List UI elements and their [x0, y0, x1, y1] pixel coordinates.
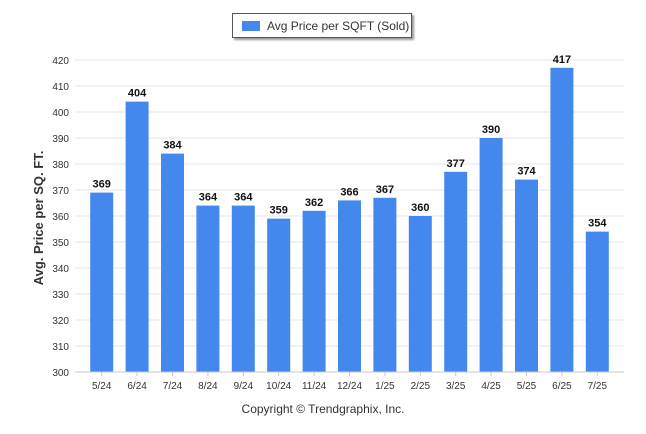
bar — [90, 192, 114, 372]
x-tick-label: 6/25 — [552, 381, 572, 392]
bar — [338, 200, 361, 372]
x-tick-label: 11/24 — [302, 381, 327, 392]
data-label: 364 — [234, 192, 253, 204]
data-label: 374 — [517, 166, 536, 178]
bar — [444, 171, 468, 372]
y-tick-label: 370 — [52, 186, 69, 197]
bar — [585, 231, 609, 372]
data-label: 384 — [163, 140, 182, 152]
x-tick-label: 9/24 — [234, 381, 254, 392]
y-tick-label: 410 — [52, 82, 69, 93]
data-label: 354 — [588, 218, 607, 230]
x-tick-label: 6/24 — [127, 381, 147, 392]
y-tick-label: 400 — [52, 108, 69, 119]
data-label: 364 — [199, 192, 218, 204]
y-axis-title: Avg. Price per SQ. FT. — [31, 151, 46, 286]
legend-swatch — [242, 21, 260, 31]
y-axis: 300 310 320 330 340 350 360 370 380 390 400 410 420 — [52, 56, 69, 379]
bar — [125, 101, 149, 372]
data-label: 390 — [482, 124, 500, 136]
bar — [267, 218, 291, 372]
x-tick-label: 7/24 — [163, 381, 183, 392]
data-labels: 369 404 384 364 364 359 362 366 367 360 377 390 374 4… — [93, 54, 608, 230]
x-tick-label: 1/25 — [375, 381, 395, 392]
bars — [90, 67, 609, 373]
data-label: 377 — [447, 158, 465, 170]
legend-label: Avg Price per SQFT (Sold) — [267, 19, 410, 33]
data-label: 362 — [305, 197, 323, 209]
y-tick-label: 380 — [52, 160, 69, 171]
x-tick-label: 12/24 — [337, 381, 362, 392]
x-tick-label: 5/25 — [517, 381, 537, 392]
y-tick-label: 330 — [52, 290, 69, 301]
bar — [302, 210, 326, 372]
data-label: 369 — [93, 179, 111, 191]
y-tick-label: 390 — [52, 134, 69, 145]
data-label: 366 — [340, 186, 358, 198]
x-tick-label: 10/24 — [266, 381, 291, 392]
y-tick-label: 340 — [52, 264, 69, 275]
y-tick-label: 300 — [52, 368, 69, 379]
y-tick-label: 310 — [52, 342, 69, 353]
x-tick-label: 2/25 — [411, 381, 431, 392]
bar — [231, 205, 255, 372]
y-tick-label: 320 — [52, 316, 69, 327]
x-tick-label: 7/25 — [588, 381, 608, 392]
x-tick-label: 4/25 — [481, 381, 501, 392]
bar — [196, 205, 220, 372]
bar — [515, 179, 538, 372]
x-axis: 5/24 6/24 7/24 8/24 9/24 10/24 11/24 12/24 1/25 2… — [75, 371, 624, 392]
bar — [373, 197, 397, 372]
copyright-text: Copyright © Trendgraphix, Inc. — [241, 402, 405, 416]
bar — [408, 216, 432, 372]
bar — [550, 67, 574, 373]
data-label: 367 — [376, 184, 394, 196]
bar — [161, 153, 184, 372]
x-tick-label: 8/24 — [198, 381, 218, 392]
y-tick-label: 360 — [52, 212, 69, 223]
x-tick-label: 3/25 — [446, 381, 466, 392]
legend: Avg Price per SQFT (Sold) — [232, 13, 412, 38]
data-label: 359 — [270, 205, 288, 217]
data-label: 404 — [128, 88, 147, 100]
bar — [479, 138, 503, 372]
y-tick-label: 350 — [52, 238, 69, 249]
y-tick-label: 420 — [52, 56, 69, 67]
data-label: 417 — [553, 54, 571, 66]
data-label: 360 — [411, 202, 429, 214]
x-tick-label: 5/24 — [92, 381, 112, 392]
